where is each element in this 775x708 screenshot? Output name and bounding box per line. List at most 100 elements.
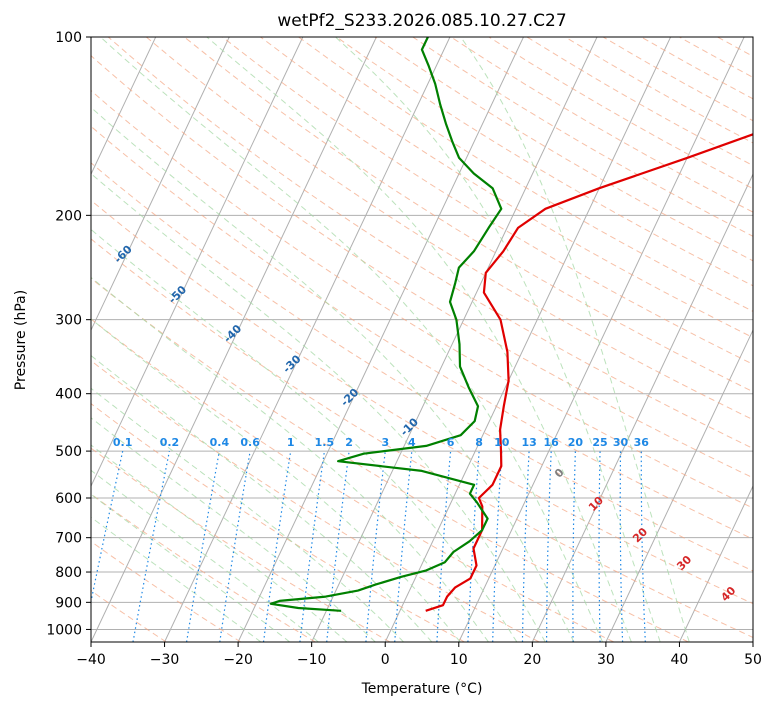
mixing-ratio-line bbox=[640, 451, 646, 642]
dry-adiabat bbox=[145, 37, 753, 421]
isotherm-line bbox=[91, 37, 304, 488]
series-group bbox=[269, 37, 753, 612]
mixing-ratio-label: 6 bbox=[447, 436, 455, 449]
mixing-ratio-label: 0.2 bbox=[160, 436, 180, 449]
dry-adiabat bbox=[260, 37, 753, 339]
mixing-ratio-label: 0.1 bbox=[113, 436, 133, 449]
isotherm-line bbox=[0, 37, 9, 642]
y-axis-label: Pressure (hPa) bbox=[13, 290, 29, 390]
mixing-ratio-line bbox=[572, 451, 576, 642]
y-tick-label: 400 bbox=[55, 387, 82, 403]
isotherm-gridlines bbox=[0, 37, 753, 642]
moist-adiabat bbox=[91, 493, 291, 642]
moist-adiabat bbox=[206, 37, 632, 642]
dry-adiabat bbox=[222, 37, 753, 365]
y-tick-label: 900 bbox=[55, 595, 82, 611]
moist-adiabat-label: 30 bbox=[674, 553, 694, 573]
mixing-ratio-line bbox=[132, 450, 170, 642]
x-axis-ticks: −40 −30 −20 −10 0 10 20 30 40 50 bbox=[76, 642, 762, 668]
y-axis-ticks: 100 200 300 400 500 600 700 800 900 1000 bbox=[46, 30, 91, 638]
mixing-ratio-line bbox=[521, 451, 530, 642]
mixing-ratio-line bbox=[394, 451, 413, 642]
mixing-ratio-label: 0.4 bbox=[210, 436, 230, 449]
mixing-ratio-line bbox=[365, 451, 386, 642]
dry-adiabat bbox=[183, 37, 753, 393]
mixing-ratio-label: 16 bbox=[544, 436, 560, 449]
isotherm-line bbox=[91, 37, 230, 332]
dry-adiabat bbox=[91, 318, 614, 642]
dry-adiabat bbox=[91, 277, 689, 642]
x-tick-label: −30 bbox=[150, 652, 180, 668]
isotherm-line bbox=[605, 328, 753, 642]
mixing-ratio-line bbox=[219, 451, 251, 642]
y-tick-label: 300 bbox=[55, 313, 82, 329]
mixing-ratio-line bbox=[186, 450, 220, 642]
mixing-ratio-label: 20 bbox=[568, 436, 584, 449]
dry-adiabat bbox=[91, 199, 753, 605]
dry-adiabat-label: -50 bbox=[166, 283, 189, 306]
isotherm-line bbox=[91, 37, 157, 176]
y-tick-label: 1000 bbox=[46, 622, 82, 638]
plot-area: 0.10.20.40.611.52346810131620253036-100-… bbox=[0, 37, 775, 642]
dry-adiabat bbox=[298, 37, 753, 312]
mixing-ratio-line bbox=[262, 451, 292, 642]
isobar-gridlines bbox=[91, 37, 753, 630]
mixing-ratio-line bbox=[598, 451, 601, 642]
moist-adiabat bbox=[460, 37, 690, 642]
x-tick-label: −40 bbox=[76, 652, 106, 668]
dry-adiabat bbox=[91, 89, 753, 509]
dry-adiabat bbox=[91, 238, 753, 639]
dry-adiabat bbox=[91, 403, 465, 642]
mixing-ratio-line bbox=[546, 451, 552, 642]
moist-adiabat bbox=[335, 37, 661, 642]
y-tick-label: 100 bbox=[55, 30, 82, 46]
isotherm-line bbox=[91, 37, 377, 642]
mixing-ratio-label: 1.5 bbox=[315, 436, 335, 449]
x-tick-label: 40 bbox=[671, 652, 689, 668]
isotherm-line bbox=[311, 37, 598, 642]
dewpoint-profile-line bbox=[269, 37, 503, 612]
mixing-ratio-line bbox=[619, 451, 624, 642]
dry-adiabat-label: -30 bbox=[280, 352, 303, 375]
moist-adiabat-label: 0 bbox=[552, 466, 567, 481]
isotherm-line bbox=[531, 173, 753, 642]
moist-adiabat bbox=[91, 417, 376, 642]
dry-adiabat bbox=[755, 37, 775, 642]
moist-adiabat bbox=[91, 276, 489, 642]
isotherm-line bbox=[678, 484, 753, 642]
mixing-ratio-line bbox=[492, 451, 503, 642]
dry-adiabat bbox=[679, 37, 753, 78]
mixing-ratio-line bbox=[467, 451, 480, 642]
mixing-ratio-label: 4 bbox=[408, 436, 416, 449]
y-tick-label: 500 bbox=[55, 444, 82, 460]
moist-adiabat bbox=[100, 37, 604, 642]
isotherm-line bbox=[752, 640, 753, 642]
x-tick-label: 50 bbox=[744, 652, 762, 668]
y-tick-label: 200 bbox=[55, 208, 82, 224]
plot-frame bbox=[90, 36, 754, 643]
dry-adiabat bbox=[602, 37, 753, 122]
x-tick-label: 0 bbox=[381, 652, 390, 668]
mixing-ratio-label: 10 bbox=[494, 436, 510, 449]
mixing-ratio-label: 1 bbox=[287, 436, 295, 449]
x-tick-label: −10 bbox=[297, 652, 327, 668]
y-tick-label: 700 bbox=[55, 531, 82, 547]
mixing-ratio-label: 3 bbox=[381, 436, 389, 449]
dry-adiabat bbox=[91, 125, 753, 540]
moist-adiabat bbox=[91, 469, 319, 642]
dry-adiabat bbox=[91, 493, 316, 642]
x-tick-label: −20 bbox=[223, 652, 253, 668]
mixing-ratio-label: 36 bbox=[634, 436, 650, 449]
x-tick-label: 20 bbox=[523, 652, 541, 668]
moist-adiabat bbox=[91, 354, 433, 642]
dry-adiabat bbox=[717, 37, 753, 57]
moist-adiabat bbox=[91, 444, 348, 642]
mixing-ratio-line bbox=[299, 451, 325, 642]
dry-adiabat bbox=[91, 55, 753, 479]
dry-adiabat bbox=[450, 37, 753, 213]
isotherm-line bbox=[237, 37, 524, 642]
moist-adiabat bbox=[91, 387, 404, 642]
x-tick-label: 30 bbox=[597, 652, 615, 668]
mixing-ratio-lines bbox=[91, 450, 646, 642]
